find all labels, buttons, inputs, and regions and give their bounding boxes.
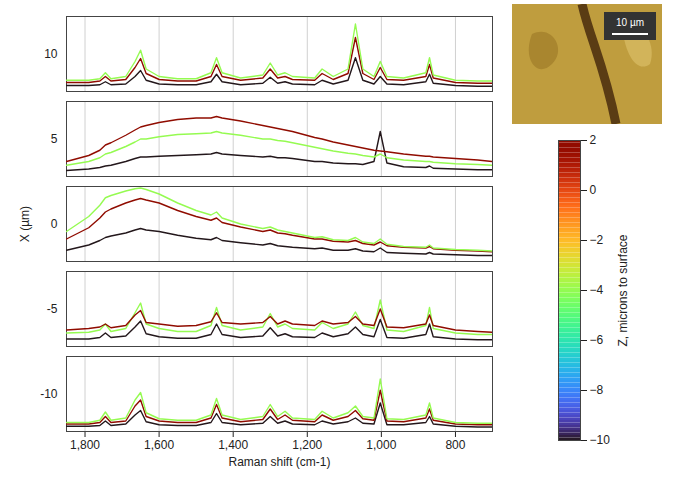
svg-text:−6: −6 — [590, 333, 604, 347]
svg-text:1,600: 1,600 — [144, 438, 174, 452]
svg-text:−10: −10 — [590, 433, 611, 447]
svg-text:1,000: 1,000 — [366, 438, 396, 452]
svg-text:5: 5 — [51, 132, 58, 146]
svg-text:10: 10 — [44, 47, 58, 61]
svg-text:1,400: 1,400 — [218, 438, 248, 452]
svg-text:0: 0 — [51, 217, 58, 231]
svg-text:1,200: 1,200 — [292, 438, 322, 452]
svg-text:2: 2 — [590, 133, 597, 147]
svg-text:1,800: 1,800 — [70, 438, 100, 452]
svg-text:X (µm): X (µm) — [18, 206, 32, 242]
svg-text:10 µm: 10 µm — [616, 17, 644, 28]
svg-text:0: 0 — [590, 183, 597, 197]
svg-text:800: 800 — [445, 438, 465, 452]
svg-text:−2: −2 — [590, 233, 604, 247]
svg-text:−4: −4 — [590, 283, 604, 297]
svg-text:Raman shift (cm-1): Raman shift (cm-1) — [228, 455, 330, 469]
svg-text:-10: -10 — [40, 387, 58, 401]
svg-text:-5: -5 — [47, 302, 58, 316]
svg-text:Z, microns to surface: Z, microns to surface — [616, 234, 630, 346]
svg-text:−8: −8 — [590, 383, 604, 397]
